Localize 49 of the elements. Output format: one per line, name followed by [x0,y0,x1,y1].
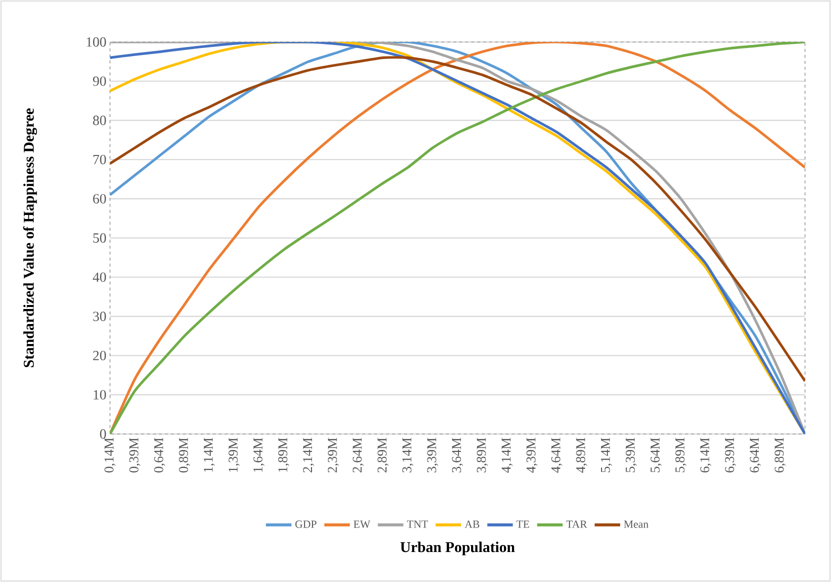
y-tick-label: 90 [92,76,106,86]
x-tick-label: 1,89M [278,438,290,472]
x-tick-label: 0,39M [129,438,140,472]
x-tick-label: 6,89M [774,438,786,472]
x-tick-label: 4,64M [551,438,562,473]
y-tick-label: 70 [93,154,106,164]
y-tick-label: 40 [92,272,106,282]
y-tick-label: 0 [100,429,106,439]
x-tick-label: 6,14M [700,438,712,472]
x-tick-label: 3,89M [476,438,488,472]
x-tick-label: 0,89M [178,438,190,472]
x-tick-label: 0,64M [154,438,166,472]
y-tick-label: 60 [93,194,106,204]
y-tick-label: 50 [93,233,106,243]
legend-label: TNT [407,520,428,528]
legend-label: TAR [566,520,588,528]
legend-label: Mean [624,520,648,528]
x-axis-title: Urban Population [400,542,515,556]
y-tick-label: 80 [93,116,106,126]
legend-label: TE [516,520,530,528]
x-tick-label: 3,39M [427,438,438,472]
x-tick-label: 1,64M [253,438,264,472]
legend-label: GDP [295,520,316,528]
x-tick-label: 4,14M [502,438,513,473]
x-tick-label: 5,64M [650,438,662,472]
x-tick-label: 5,89M [675,438,686,472]
y-tick-label: 20 [93,350,106,360]
x-tick-label: 4,89M [576,438,588,473]
x-tick-label: 1,39M [228,438,240,472]
y-tick-label: 100 [86,37,106,47]
x-tick-label: 2,14M [303,438,314,472]
legend-label: EW [354,520,370,528]
x-tick-label: 2,89M [378,438,389,472]
y-tick-label: 30 [93,312,106,322]
line-series [110,56,806,382]
x-tick-label: 0,14M [104,438,116,472]
x-tick-label: 2,39M [328,438,339,472]
legend-label: AB [464,520,480,528]
x-tick-label: 5,39M [626,438,637,472]
y-tick-label: 10 [94,390,106,400]
x-tick-label: 5,14M [600,438,612,472]
x-tick-label: 3,14M [402,438,414,472]
x-tick-label: 6,64M [750,438,761,472]
x-tick-label: 2,64M [352,438,364,472]
x-tick-label: 4,39M [526,438,538,473]
y-axis-title: Standardized Value of Happiness Degree [23,108,37,368]
x-tick-label: 1,14M [204,438,215,472]
x-tick-label: 3,64M [452,438,463,472]
x-tick-label: 6,39M [725,438,736,472]
